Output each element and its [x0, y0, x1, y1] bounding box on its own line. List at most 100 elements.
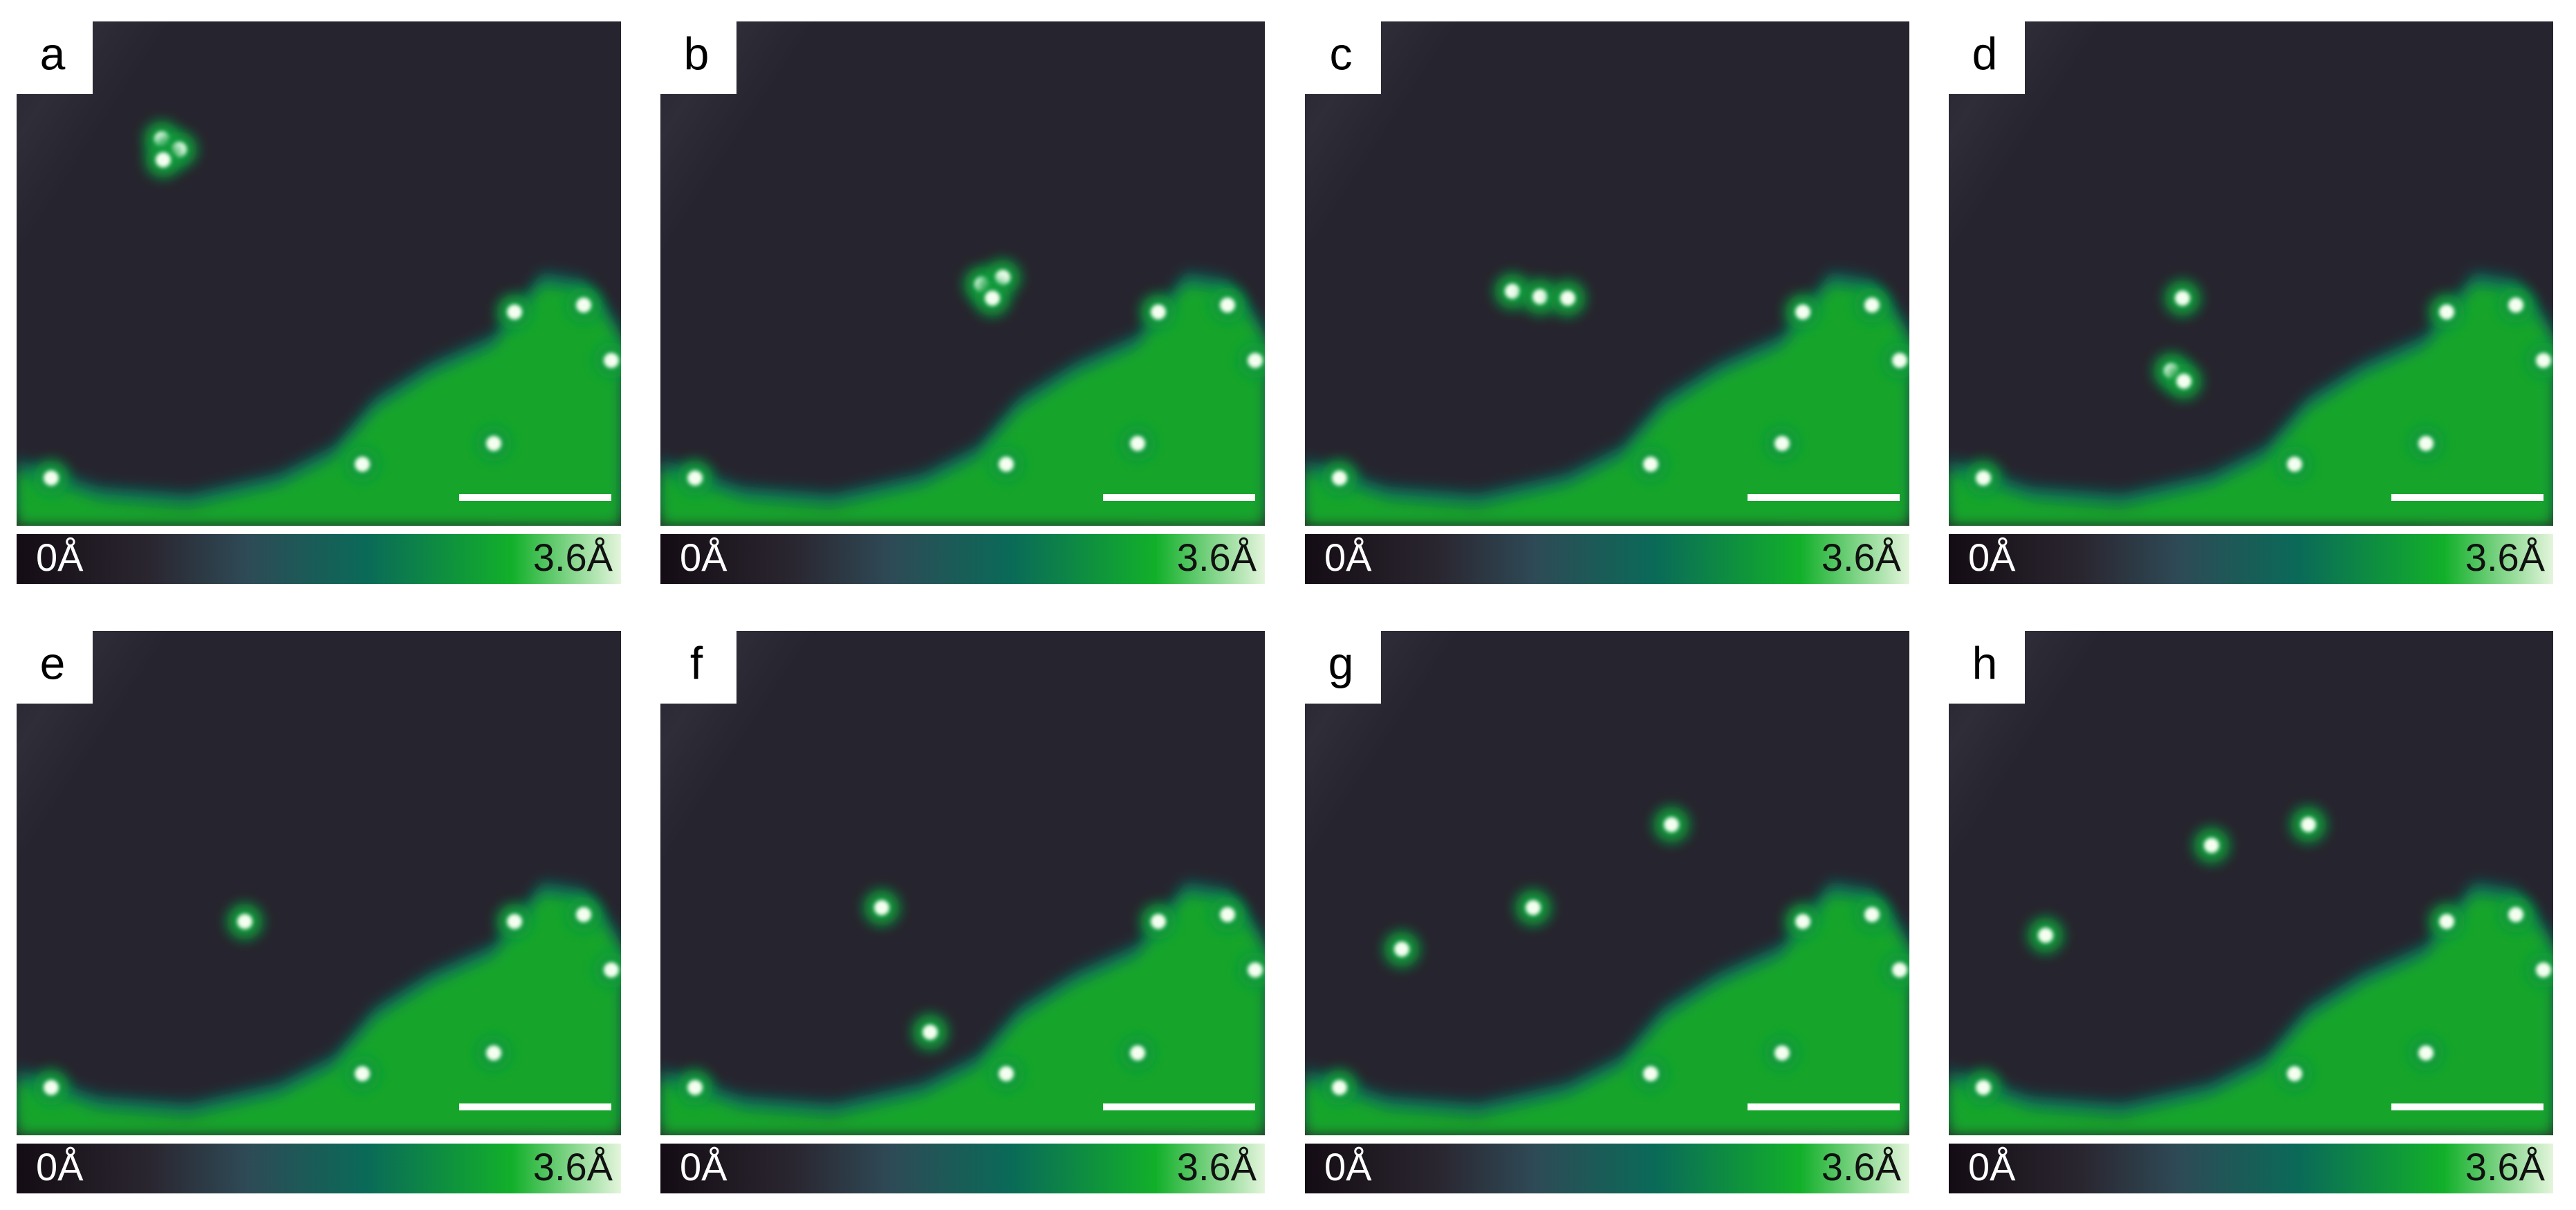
- colorbar: [1305, 534, 1909, 584]
- adatom: [1976, 1080, 1991, 1095]
- scale-bar: [459, 1103, 611, 1110]
- adatom: [1130, 436, 1145, 451]
- label-box: [17, 21, 93, 94]
- stm-image: [1305, 631, 1909, 1135]
- scale-bar: [2391, 1103, 2543, 1110]
- stm-image: [660, 631, 1265, 1135]
- step-terrace: [1949, 894, 2553, 1135]
- colorbar: [660, 1144, 1265, 1193]
- step-terrace: [660, 894, 1265, 1135]
- adatom: [1664, 817, 1679, 832]
- adatom: [687, 470, 703, 486]
- scale-bar: [459, 494, 611, 501]
- adatom: [874, 900, 889, 915]
- stm-panel: g 0Å 3.6Å: [1305, 631, 1909, 1193]
- colorbar-max: 3.6Å: [533, 535, 613, 579]
- adatom: [1151, 914, 1166, 929]
- colorbar: [1949, 534, 2553, 584]
- adatom: [237, 914, 252, 929]
- adatom: [2508, 297, 2523, 313]
- colorbar-min: 0Å: [1324, 1145, 1372, 1189]
- step-terrace: [1949, 284, 2553, 526]
- stm-panel: e 0Å 3.6Å: [17, 631, 621, 1193]
- scale-bar: [2391, 494, 2543, 501]
- adatom: [1394, 942, 1409, 957]
- adatom: [1220, 297, 1235, 313]
- stm-image: [660, 21, 1265, 526]
- adatom: [486, 1045, 501, 1061]
- adatom: [1332, 1080, 1347, 1095]
- adatom: [2508, 907, 2523, 922]
- adatom: [604, 353, 619, 368]
- adatom: [2176, 374, 2192, 389]
- adatom: [44, 470, 59, 486]
- adatom: [1220, 907, 1235, 922]
- adatom: [2204, 838, 2219, 853]
- colorbar-max: 3.6Å: [1177, 535, 1257, 579]
- panel-label: e: [40, 637, 66, 688]
- adatom: [1864, 907, 1880, 922]
- adatom: [1130, 1045, 1145, 1061]
- stm-image: [17, 21, 621, 526]
- adatom: [2301, 817, 2316, 832]
- adatom: [1248, 962, 1263, 978]
- adatom: [923, 1025, 938, 1040]
- stm-image: [1949, 631, 2553, 1135]
- colorbar-min: 0Å: [1324, 535, 1372, 579]
- step-terrace: [17, 284, 621, 526]
- adatom: [507, 304, 522, 320]
- adatom: [604, 962, 619, 978]
- label-box: [1305, 21, 1381, 94]
- adatom: [1532, 289, 1548, 304]
- adatom: [2418, 1045, 2434, 1061]
- colorbar: [1949, 1144, 2553, 1193]
- colorbar-max: 3.6Å: [1177, 1145, 1257, 1189]
- adatom: [2536, 962, 2551, 978]
- colorbar: [17, 1144, 621, 1193]
- adatom: [1775, 436, 1790, 451]
- stm-panel: f 0Å 3.6Å: [660, 631, 1265, 1193]
- adatom: [1775, 1045, 1790, 1061]
- step-terrace: [660, 284, 1265, 526]
- colorbar-min: 0Å: [36, 1145, 84, 1189]
- colorbar-min: 0Å: [680, 1145, 728, 1189]
- colorbar: [1305, 1144, 1909, 1193]
- colorbar-min: 0Å: [1968, 535, 2016, 579]
- panel-label: g: [1328, 637, 1354, 688]
- adatom: [1526, 900, 1541, 915]
- label-box: [1305, 631, 1381, 704]
- panel-label: a: [40, 28, 66, 79]
- adatom: [507, 914, 522, 929]
- adatom: [1795, 914, 1810, 929]
- colorbar-max: 3.6Å: [2465, 535, 2546, 579]
- adatom: [1505, 284, 1520, 299]
- step-terrace: [1305, 894, 1909, 1135]
- adatom: [1864, 297, 1880, 313]
- adatom: [2418, 436, 2434, 451]
- panel-label: f: [690, 637, 703, 688]
- adatom: [44, 1080, 59, 1095]
- panel-label: c: [1330, 28, 1353, 79]
- stm-panel: c 0Å 3.6Å: [1305, 21, 1909, 584]
- label-box: [17, 631, 93, 704]
- adatom: [1560, 291, 1575, 306]
- colorbar: [660, 534, 1265, 584]
- stm-image: [1949, 21, 2553, 526]
- colorbar-max: 3.6Å: [1822, 535, 1902, 579]
- scale-bar: [1103, 1103, 1255, 1110]
- stm-image: [1305, 21, 1909, 526]
- stm-panel: h 0Å 3.6Å: [1949, 631, 2553, 1193]
- adatom: [1643, 1066, 1658, 1081]
- label-box: [660, 21, 736, 94]
- adatom: [156, 152, 171, 167]
- label-box: [1949, 631, 2025, 704]
- adatom: [1892, 353, 1907, 368]
- adatom: [2439, 914, 2454, 929]
- label-box: [1949, 21, 2025, 94]
- adatom: [1151, 304, 1166, 320]
- colorbar: [17, 534, 621, 584]
- adatom: [1795, 304, 1810, 320]
- stm-panel: a 0Å 3.6Å: [17, 21, 621, 584]
- scale-bar: [1748, 494, 1900, 501]
